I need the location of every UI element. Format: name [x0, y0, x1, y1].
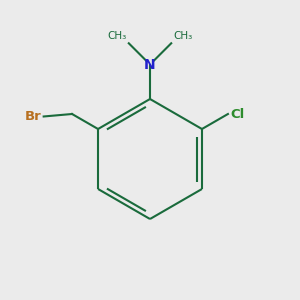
Text: N: N [144, 58, 156, 71]
Text: Cl: Cl [230, 107, 244, 121]
Text: CH₃: CH₃ [107, 31, 126, 41]
Text: CH₃: CH₃ [174, 31, 193, 41]
Text: Br: Br [25, 110, 41, 123]
